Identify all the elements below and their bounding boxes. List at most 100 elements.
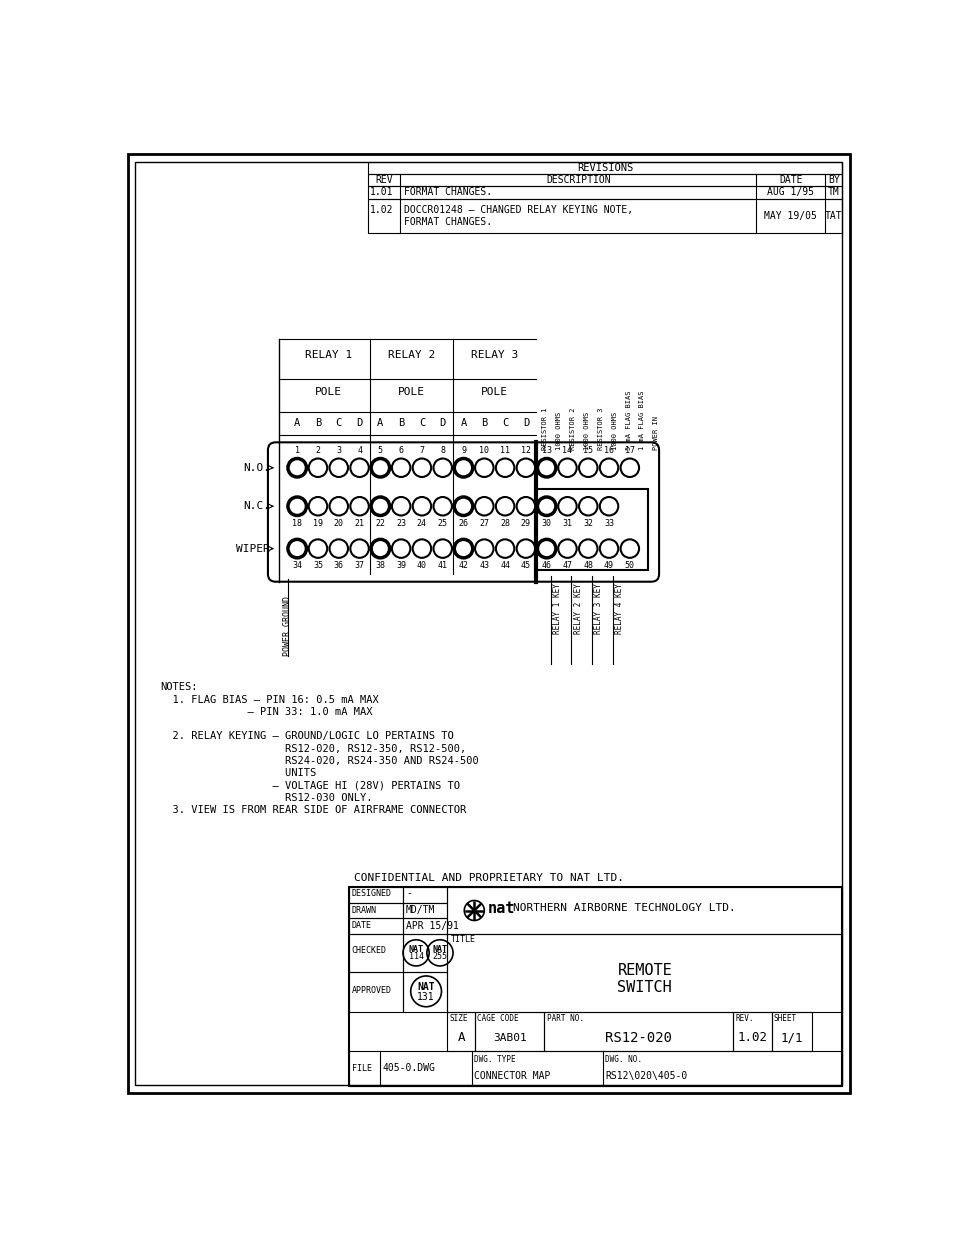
Text: DESIGNED: DESIGNED	[352, 889, 392, 898]
Circle shape	[309, 540, 327, 558]
Bar	[402, 888, 447, 903]
Text: 44: 44	[499, 561, 510, 569]
Text: N.O.: N.O.	[243, 463, 270, 473]
FancyBboxPatch shape	[268, 442, 659, 582]
Text: 14: 14	[562, 446, 572, 456]
Text: FORMAT CHANGES.: FORMAT CHANGES.	[404, 217, 492, 227]
Bar	[349, 888, 402, 903]
Text: RESISTOR 1: RESISTOR 1	[542, 408, 548, 450]
Text: 11: 11	[499, 446, 510, 456]
Text: 49: 49	[603, 561, 614, 569]
Bar	[402, 918, 447, 934]
Text: 45: 45	[520, 561, 530, 569]
Text: 10: 10	[478, 446, 489, 456]
Text: DESCRIPTION: DESCRIPTION	[545, 175, 610, 185]
Circle shape	[371, 496, 389, 515]
Text: 28: 28	[499, 519, 510, 527]
Text: 33: 33	[603, 519, 614, 527]
Text: DWG. NO.: DWG. NO.	[604, 1056, 641, 1065]
Text: N.C.: N.C.	[243, 501, 270, 511]
Circle shape	[558, 458, 577, 477]
Text: 20: 20	[334, 519, 343, 527]
Text: -: -	[406, 888, 412, 899]
Circle shape	[578, 458, 597, 477]
Text: 23: 23	[395, 519, 406, 527]
Circle shape	[329, 458, 348, 477]
Text: CAGE CODE: CAGE CODE	[476, 1014, 518, 1023]
Circle shape	[454, 496, 473, 515]
Text: – PIN 33: 1.0 mA MAX: – PIN 33: 1.0 mA MAX	[160, 706, 373, 716]
Circle shape	[392, 458, 410, 477]
Text: 6: 6	[398, 446, 403, 456]
Circle shape	[454, 458, 473, 477]
Bar	[544, 1013, 732, 1051]
Bar	[349, 918, 402, 934]
Circle shape	[599, 458, 618, 477]
Circle shape	[475, 458, 493, 477]
Text: 405-0.DWG: 405-0.DWG	[382, 1063, 436, 1073]
Text: 21: 21	[355, 519, 364, 527]
Text: SIZE: SIZE	[449, 1014, 468, 1023]
Text: 35: 35	[313, 561, 323, 569]
Text: C: C	[335, 419, 341, 429]
Bar	[402, 903, 447, 918]
Text: 255: 255	[432, 952, 447, 961]
Text: MAY 19/05: MAY 19/05	[763, 211, 817, 221]
Circle shape	[392, 540, 410, 558]
Text: 18: 18	[292, 519, 302, 527]
Text: B: B	[314, 419, 321, 429]
Bar	[349, 1051, 841, 1086]
Text: UNITS: UNITS	[160, 768, 316, 778]
Circle shape	[288, 540, 306, 558]
Text: DATE: DATE	[352, 921, 372, 930]
Circle shape	[413, 540, 431, 558]
Text: RS24-020, RS24-350 AND RS24-500: RS24-020, RS24-350 AND RS24-500	[160, 756, 478, 766]
Bar	[475, 1013, 544, 1051]
Bar	[349, 934, 402, 972]
Circle shape	[371, 458, 389, 477]
Text: RELAY 3: RELAY 3	[471, 350, 517, 359]
Text: 1.01: 1.01	[370, 188, 394, 198]
Bar	[349, 903, 402, 918]
Text: POLE: POLE	[480, 387, 508, 396]
Text: CONNECTOR MAP: CONNECTOR MAP	[474, 1071, 550, 1081]
Text: NORTHERN AIRBORNE TECHNOLOGY LTD.: NORTHERN AIRBORNE TECHNOLOGY LTD.	[513, 903, 735, 913]
Circle shape	[371, 540, 389, 558]
Text: POWER GROUND: POWER GROUND	[283, 595, 293, 656]
Circle shape	[599, 540, 618, 558]
Bar	[349, 888, 841, 1086]
Text: 1.02: 1.02	[737, 1031, 766, 1044]
Text: SHEET: SHEET	[773, 1014, 796, 1023]
Text: 5 mA FLAG BIAS: 5 mA FLAG BIAS	[625, 390, 631, 450]
Text: APPROVED: APPROVED	[352, 986, 392, 995]
Text: 12: 12	[520, 446, 530, 456]
Text: RELAY 1: RELAY 1	[304, 350, 352, 359]
Text: POLE: POLE	[314, 387, 341, 396]
Circle shape	[392, 496, 410, 515]
Circle shape	[517, 458, 535, 477]
Circle shape	[288, 458, 306, 477]
Text: 7: 7	[419, 446, 424, 456]
Text: 32: 32	[582, 519, 593, 527]
Text: RELAY 2 KEY: RELAY 2 KEY	[573, 583, 582, 634]
Text: DWG. TYPE: DWG. TYPE	[474, 1056, 516, 1065]
Text: APR 15/91: APR 15/91	[406, 921, 458, 931]
Circle shape	[496, 496, 514, 515]
Text: RS12-020, RS12-350, RS12-500,: RS12-020, RS12-350, RS12-500,	[160, 743, 466, 753]
Circle shape	[433, 496, 452, 515]
Text: 1. FLAG BIAS – PIN 16: 0.5 mA MAX: 1. FLAG BIAS – PIN 16: 0.5 mA MAX	[160, 694, 378, 704]
Text: 24: 24	[416, 519, 427, 527]
Text: 46: 46	[541, 561, 551, 569]
Text: RELAY 4 KEY: RELAY 4 KEY	[615, 583, 623, 634]
Text: A: A	[294, 419, 300, 429]
Text: 42: 42	[458, 561, 468, 569]
Text: POWER IN: POWER IN	[653, 416, 659, 450]
Text: RS12-030 ONLY.: RS12-030 ONLY.	[160, 793, 373, 803]
Text: FORMAT CHANGES.: FORMAT CHANGES.	[404, 188, 492, 198]
Bar	[402, 934, 447, 972]
Text: C: C	[501, 419, 508, 429]
Text: 26: 26	[458, 519, 468, 527]
Circle shape	[496, 458, 514, 477]
Circle shape	[496, 540, 514, 558]
Text: 38: 38	[375, 561, 385, 569]
